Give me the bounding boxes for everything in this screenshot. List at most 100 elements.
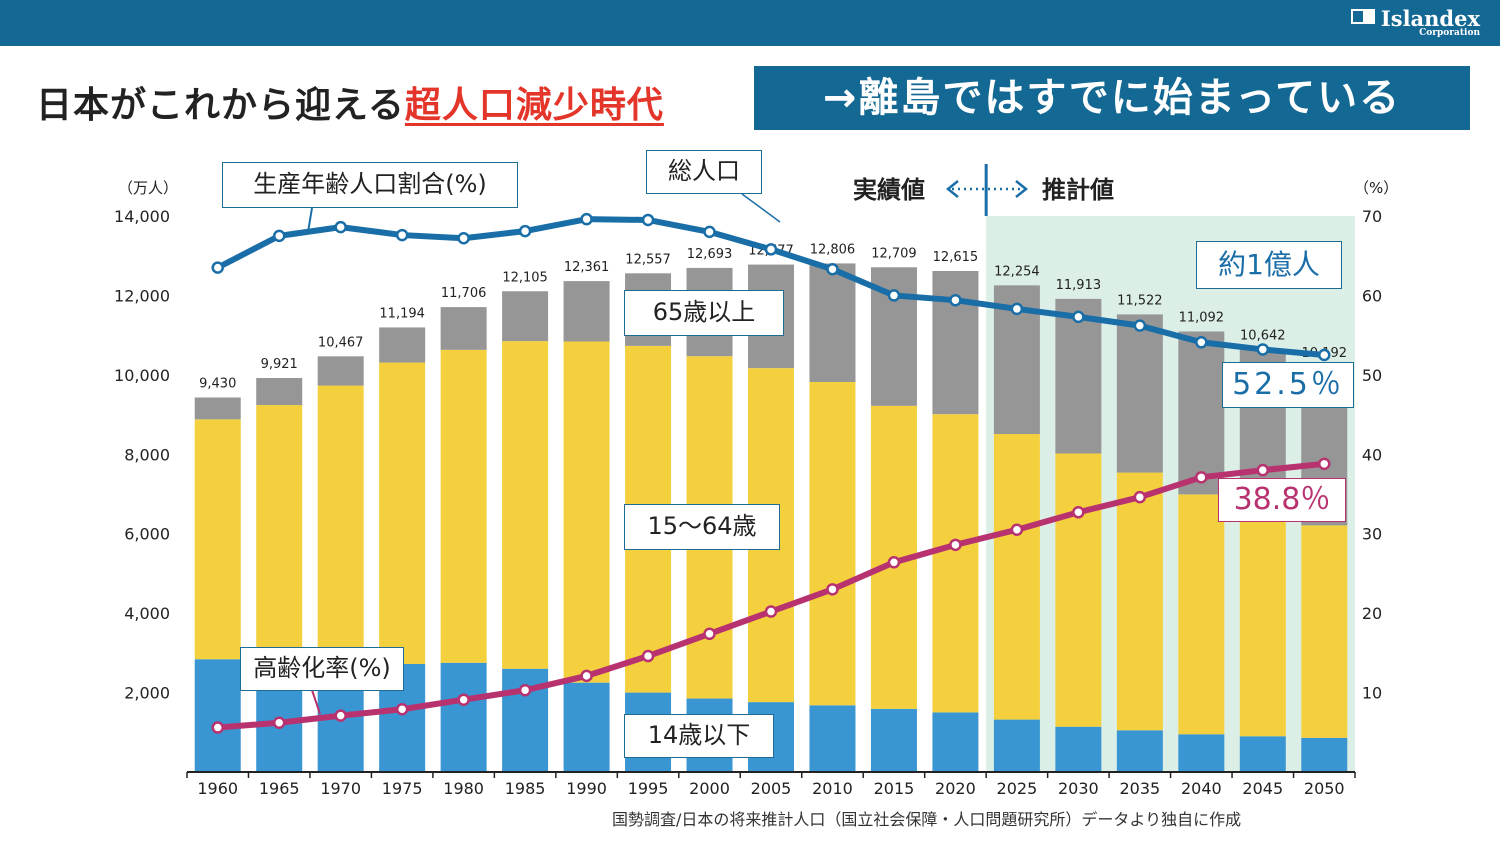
y-right-tick-label: 40 <box>1362 445 1382 464</box>
elderly-rate-label: 高齢化率(%) <box>240 647 404 691</box>
bar-age15-64-1990 <box>563 341 610 683</box>
total-population-label: 総人口 <box>646 150 762 194</box>
x-tick-label-2015: 2015 <box>874 779 915 798</box>
total-label-2020: 12,615 <box>933 250 979 265</box>
y-right-tick-label: 20 <box>1362 604 1382 623</box>
bar-age15-64-1965 <box>256 405 303 671</box>
total-label-1965: 9,921 <box>261 357 298 372</box>
y-left-tick-label: 12,000 <box>114 286 170 305</box>
bar-over65-1970 <box>317 356 364 386</box>
working-ratio-label: 生産年齢人口割合(%) <box>222 162 518 208</box>
bar-age15-64-1985 <box>502 341 549 669</box>
bar-under14-2015 <box>870 708 917 772</box>
y-left-tick-label: 6,000 <box>124 525 170 544</box>
bar-under14-1960 <box>194 659 241 772</box>
y-left-tick-label: 14,000 <box>114 207 170 226</box>
arrow-left-icon <box>945 180 959 198</box>
bar-over65-2010 <box>809 263 856 383</box>
y-right-tick-label: 70 <box>1362 207 1382 226</box>
x-tick-label-2000: 2000 <box>689 779 730 798</box>
x-tick-label-2050: 2050 <box>1304 779 1345 798</box>
working-ratio-point-1980 <box>457 231 470 245</box>
working-ratio-point-2010 <box>826 262 839 276</box>
title-banner: →離島ではすでに始まっている <box>754 66 1470 130</box>
total-label-2025: 12,254 <box>994 264 1040 279</box>
approx-100m-label: 約1億人 <box>1196 241 1342 289</box>
bar-under14-2035 <box>1116 730 1163 772</box>
bar-over65-2035 <box>1116 314 1163 473</box>
title-prefix: 日本がこれから迎える <box>36 85 405 126</box>
bar-under14-2030 <box>1055 726 1102 772</box>
bar-age15-64-2040 <box>1178 494 1225 735</box>
logo-name: Islandex <box>1380 6 1480 31</box>
y-left-tick-label: 2,000 <box>124 684 170 703</box>
elderly-rate-point-2005 <box>764 605 778 618</box>
elderly-rate-point-2010 <box>826 583 839 596</box>
y-right-tick-label: 30 <box>1362 525 1382 544</box>
working-ratio-point-2005 <box>764 243 778 256</box>
final-working-ratio-label: 52.5％ <box>1222 362 1354 408</box>
working-ratio-point-1995 <box>641 213 655 227</box>
elderly-rate-point-2045 <box>1256 463 1270 477</box>
company-logo: Islandex Corporation <box>1350 6 1480 38</box>
x-tick-label-2035: 2035 <box>1119 779 1160 798</box>
right-axis-unit: （%） <box>1354 179 1399 197</box>
elderly-rate-point-2050 <box>1318 457 1331 471</box>
x-tick-label-1965: 1965 <box>259 779 300 798</box>
total-label-2030: 11,913 <box>1056 278 1102 293</box>
bar-over65-1980 <box>440 307 487 350</box>
working-ratio-point-1960 <box>211 261 224 274</box>
bar-under14-2045 <box>1239 736 1286 772</box>
elderly-rate-point-2025 <box>1010 523 1024 536</box>
total-label-2045: 10,642 <box>1240 328 1286 343</box>
elderly-rate-point-2035 <box>1133 490 1147 504</box>
working-ratio-point-1965 <box>272 229 286 243</box>
bar-over65-1960 <box>194 397 241 420</box>
y-right-tick-label: 50 <box>1362 366 1382 385</box>
bar-over65-2040 <box>1178 331 1225 495</box>
total-label-1990: 12,361 <box>564 260 610 275</box>
working-ratio-leader <box>307 207 313 233</box>
total-label-2000: 12,693 <box>687 247 733 262</box>
elderly-rate-point-1965 <box>272 716 286 730</box>
x-tick-label-1990: 1990 <box>566 779 607 798</box>
working-ratio-point-2050 <box>1318 348 1331 362</box>
bar-over65-2030 <box>1055 298 1102 454</box>
elderly-rate-point-1970 <box>334 709 347 722</box>
total-label-2035: 11,522 <box>1117 293 1163 308</box>
bar-age15-64-2025 <box>993 434 1040 720</box>
working-ratio-point-2035 <box>1133 319 1147 332</box>
working-ratio-point-2030 <box>1072 310 1085 324</box>
total-population-leader <box>741 193 781 223</box>
logo-icon <box>1350 9 1375 24</box>
bar-age15-64-1960 <box>194 419 241 660</box>
elderly-rate-leader <box>311 689 321 715</box>
under14-label: 14歳以下 <box>624 714 774 758</box>
x-tick-label-2045: 2045 <box>1242 779 1283 798</box>
elderly-rate-point-1975 <box>395 703 409 716</box>
elderly-rate-point-1960 <box>211 721 224 734</box>
total-label-1995: 12,557 <box>625 252 671 267</box>
header-bar: Islandex Corporation <box>0 0 1500 46</box>
bar-age15-64-2035 <box>1116 472 1163 731</box>
y-left-tick-label: 4,000 <box>124 604 170 623</box>
x-tick-label-2030: 2030 <box>1058 779 1099 798</box>
elderly-rate-point-2020 <box>949 538 962 552</box>
total-label-1960: 9,430 <box>199 376 236 391</box>
bar-under14-2050 <box>1301 737 1348 772</box>
final-elderly-rate-label: 38.8％ <box>1218 478 1346 522</box>
total-label-2015: 12,709 <box>871 246 917 261</box>
working-ratio-point-1975 <box>395 228 409 242</box>
bar-age15-64-1970 <box>317 385 364 673</box>
working-ratio-point-2025 <box>1010 302 1024 316</box>
logo-subtitle: Corporation <box>1419 28 1480 38</box>
working-ratio-point-1970 <box>334 220 347 234</box>
x-tick-label-2025: 2025 <box>997 779 1038 798</box>
elderly-rate-point-2000 <box>703 627 716 641</box>
bar-over65-1965 <box>256 377 303 406</box>
bar-over65-1985 <box>502 291 549 342</box>
left-axis-unit: （万人） <box>118 179 179 197</box>
bar-under14-1990 <box>563 682 610 772</box>
total-label-1970: 10,467 <box>318 335 364 350</box>
bar-under14-2025 <box>993 719 1040 772</box>
